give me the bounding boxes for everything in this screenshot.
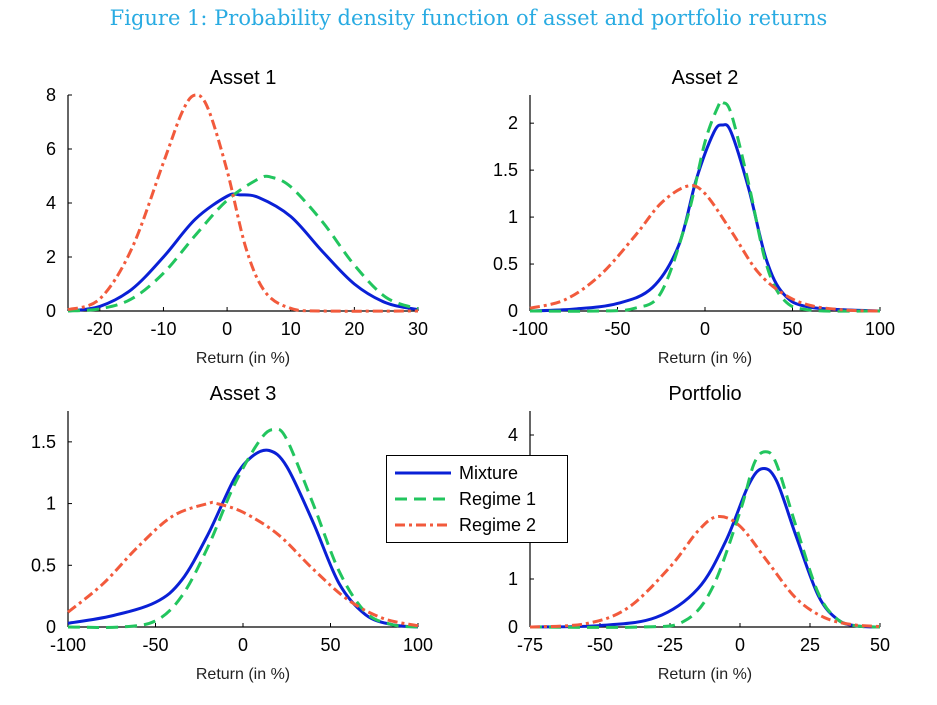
y-tick-label: 0.5 <box>31 555 56 575</box>
series-line-regime-1-asset-3 <box>67 427 419 629</box>
y-tick-label: 4 <box>46 193 56 213</box>
chart-title-asset-1: Asset 1 <box>210 67 277 89</box>
x-tick-label: 100 <box>403 635 433 655</box>
x-tick-label: 0 <box>700 319 710 339</box>
x-tick-label: 50 <box>870 635 890 655</box>
y-tick-label: 0.5 <box>493 254 518 274</box>
x-tick-label: 50 <box>782 319 802 339</box>
y-tick-label: 0 <box>508 617 518 637</box>
x-tick-label: -50 <box>587 635 613 655</box>
y-tick-label: 6 <box>46 139 56 159</box>
chart-asset-2: Asset 2 -100 -50 0 50 100 0 0.5 1 1.5 2 Return (in … <box>493 67 895 367</box>
x-tick-label: -10 <box>150 319 176 339</box>
x-tick-label: -50 <box>142 635 168 655</box>
y-tick-label: 0 <box>508 301 518 321</box>
x-tick-label: 20 <box>344 319 364 339</box>
x-tick-label: 50 <box>320 635 340 655</box>
y-tick-label: 2 <box>508 113 518 133</box>
legend-label-mixture: Mixture <box>459 462 519 483</box>
y-tick-label: 0 <box>46 301 56 321</box>
x-tick-label: 30 <box>408 319 428 339</box>
series-line-mixture-asset-1 <box>67 192 419 313</box>
series-line-regime-2-portfolio <box>529 514 881 629</box>
x-axis-label: Return (in %) <box>196 350 290 367</box>
chart-asset-1: Asset 1 -20 -10 0 10 20 30 0 2 4 6 8 Return (in %) <box>46 67 428 367</box>
chart-asset-3: Asset 3 -100 -50 0 50 100 0 0.5 1 1.5 Return (in %… <box>31 383 433 683</box>
legend: Mixture Regime 1 Regime 2 <box>386 455 568 543</box>
y-tick-label: 0 <box>46 617 56 637</box>
x-tick-label: -25 <box>657 635 683 655</box>
x-tick-label: 10 <box>281 319 301 339</box>
y-tick-label: 8 <box>46 85 56 105</box>
x-axis-label: Return (in %) <box>196 666 290 683</box>
y-tick-label: 1 <box>46 494 56 514</box>
x-tick-label: 0 <box>222 319 232 339</box>
y-tick-label: 4 <box>508 425 518 445</box>
x-tick-label: -100 <box>50 635 86 655</box>
series-line-regime-1-portfolio <box>529 450 881 629</box>
x-tick-label: -75 <box>517 635 543 655</box>
y-tick-label: 1.5 <box>493 160 518 180</box>
legend-item-mixture: Mixture <box>393 460 567 486</box>
x-tick-label: 100 <box>865 319 895 339</box>
y-tick-label: 2 <box>46 247 56 267</box>
y-tick-label: 1 <box>508 569 518 589</box>
x-tick-label: 25 <box>800 635 820 655</box>
x-tick-label: 0 <box>735 635 745 655</box>
series-line-regime-2-asset-3 <box>67 500 419 628</box>
x-axis-label: Return (in %) <box>658 666 752 683</box>
series-line-mixture-asset-2 <box>529 123 881 313</box>
x-tick-label: 0 <box>238 635 248 655</box>
x-axis-label: Return (in %) <box>658 350 752 367</box>
chart-title-asset-2: Asset 2 <box>672 67 739 89</box>
series-line-regime-1-asset-2 <box>529 98 881 313</box>
series-line-mixture-asset-3 <box>67 448 419 629</box>
legend-item-regime-2: Regime 2 <box>393 512 567 538</box>
figure-caption: Figure 1: Probability density function o… <box>109 6 828 30</box>
legend-swatch-mixture <box>395 471 451 475</box>
chart-title-portfolio: Portfolio <box>668 383 741 405</box>
legend-swatch-regime-2 <box>395 523 451 527</box>
series-line-regime-1-asset-1 <box>67 174 419 313</box>
x-tick-label: -50 <box>604 319 630 339</box>
legend-label-regime-2: Regime 2 <box>459 514 537 535</box>
series-line-regime-2-asset-2 <box>529 184 881 313</box>
legend-label-regime-1: Regime 1 <box>459 488 537 509</box>
y-tick-label: 1 <box>508 207 518 227</box>
chart-portfolio: Portfolio-75-50-250255001234Return (in %… <box>508 383 890 683</box>
x-tick-label: -100 <box>512 319 548 339</box>
y-tick-label: 1.5 <box>31 432 56 452</box>
x-tick-label: -20 <box>87 319 113 339</box>
chart-title-asset-3: Asset 3 <box>210 383 277 405</box>
series-line-regime-2-asset-1 <box>67 93 419 313</box>
legend-item-regime-1: Regime 1 <box>393 486 567 512</box>
legend-swatch-regime-1 <box>395 497 451 501</box>
